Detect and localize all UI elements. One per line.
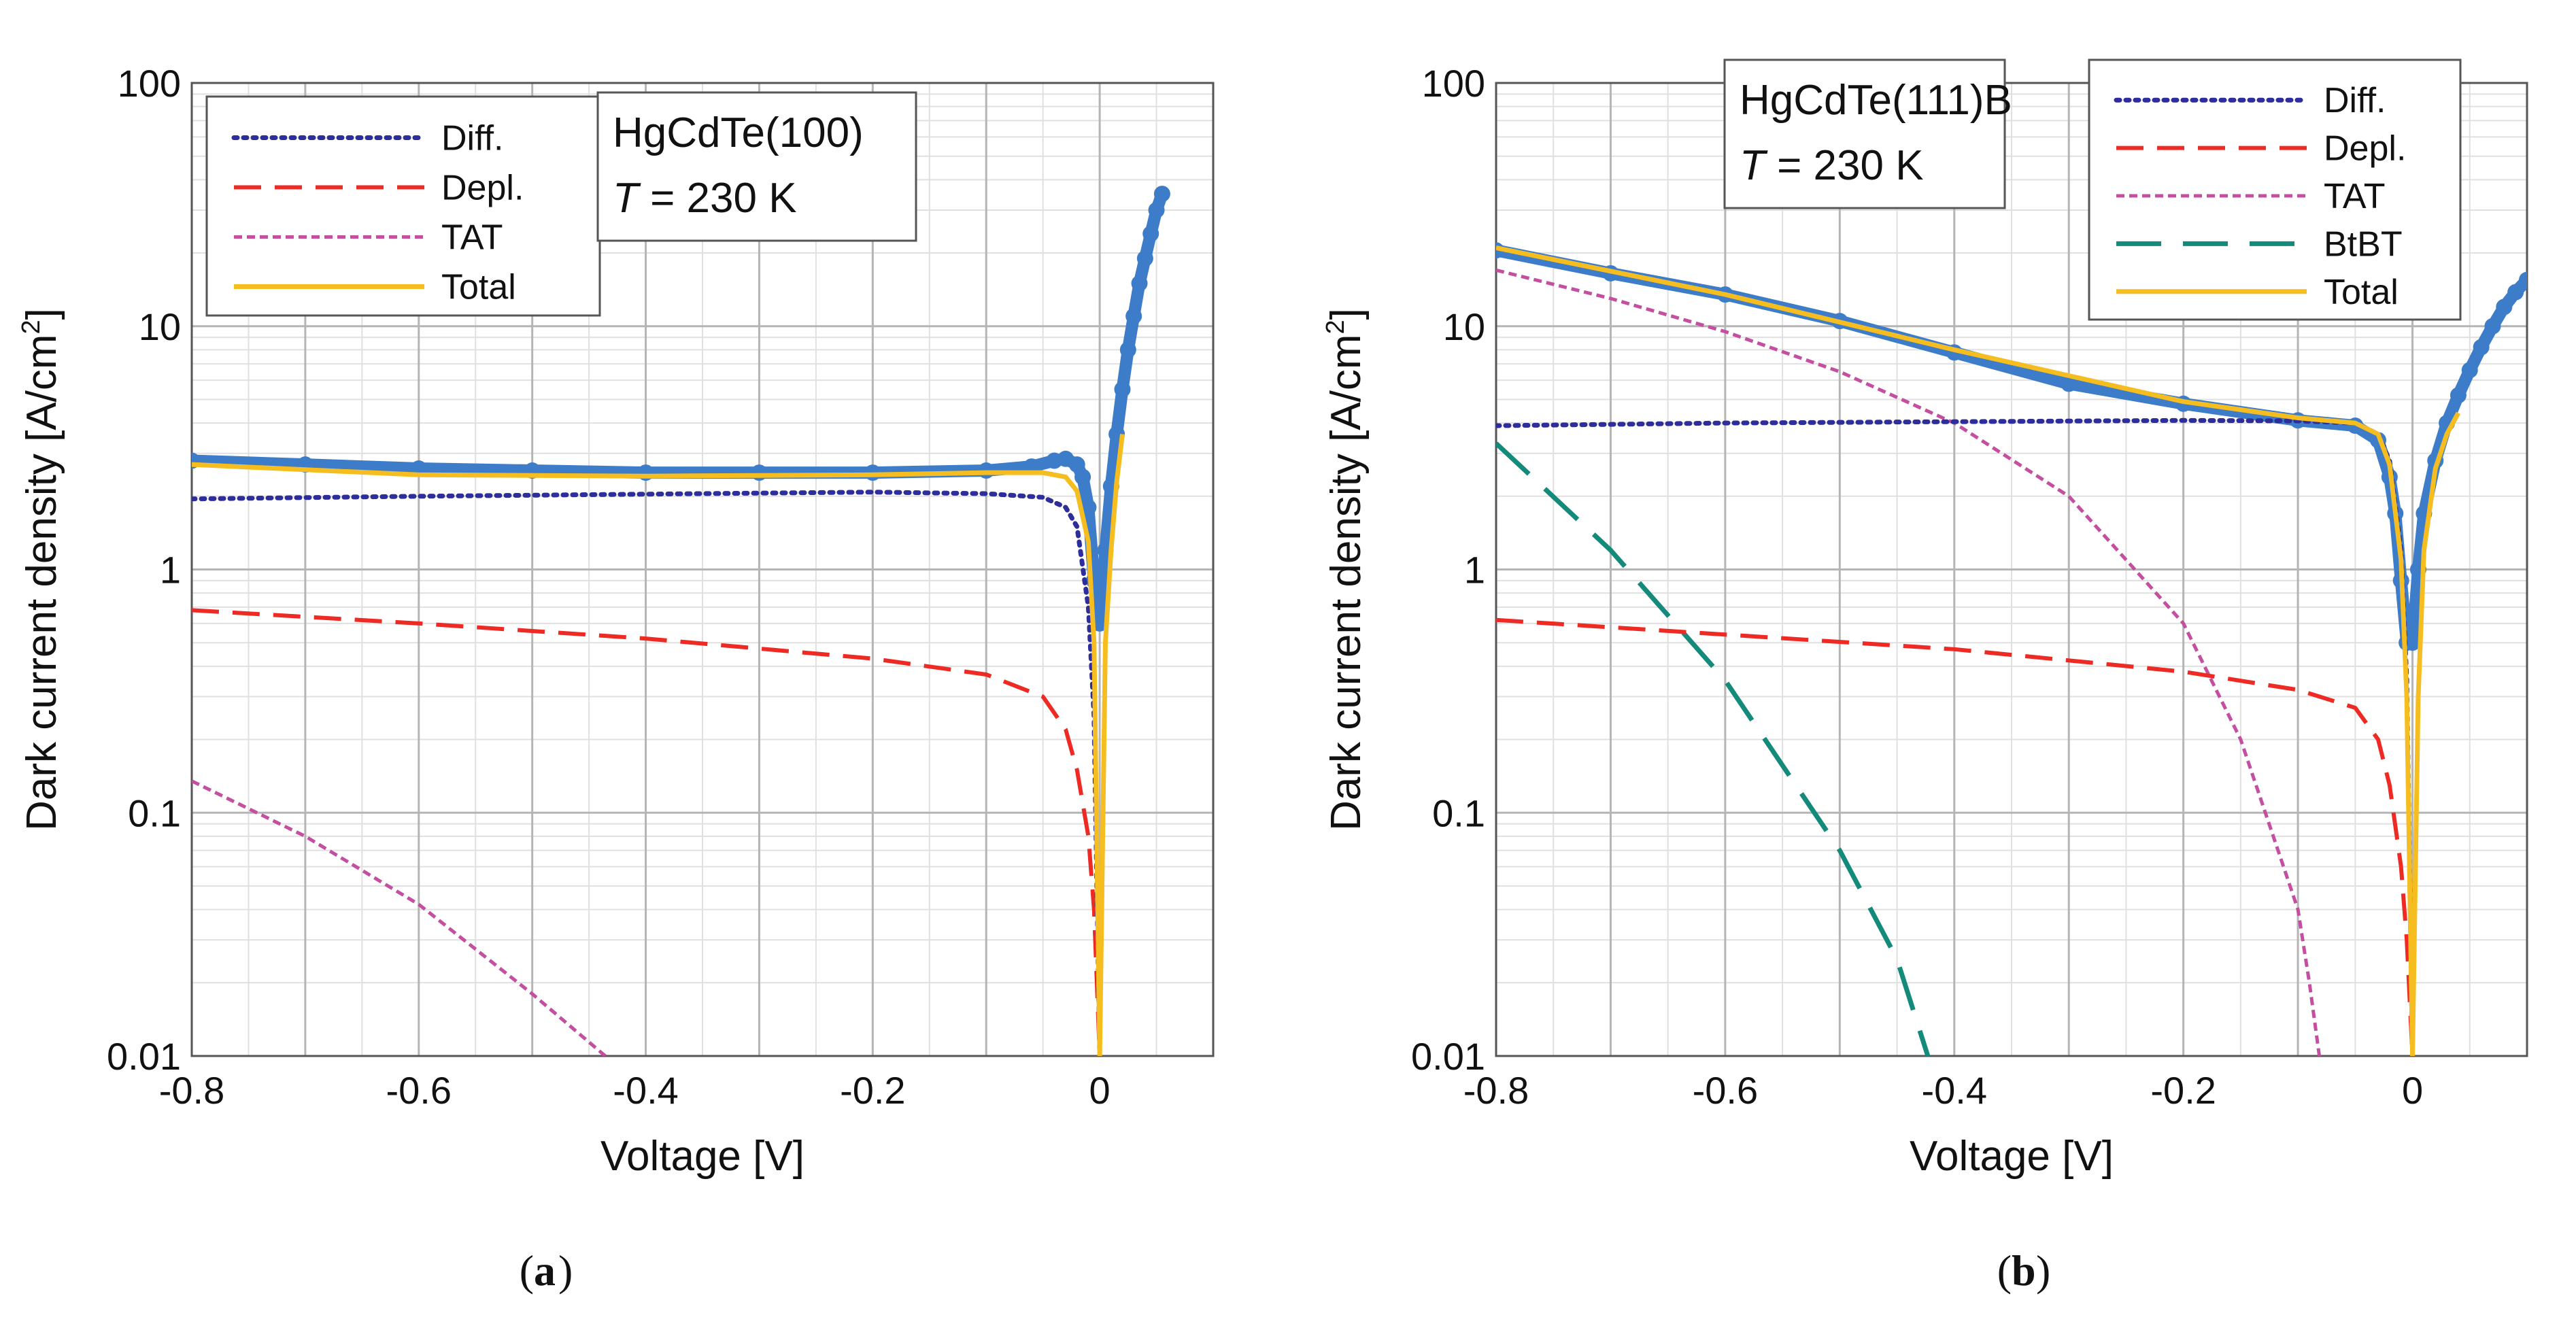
measured-point <box>1148 202 1165 219</box>
series-line-diff <box>192 490 1102 1056</box>
measured-point <box>1142 225 1159 242</box>
panel-caption: b <box>2012 1246 2036 1295</box>
legend: Diff. Depl. TAT Total <box>205 95 601 317</box>
y-tick-label: 10 <box>1443 305 1485 348</box>
y-tick-label: 100 <box>118 62 181 105</box>
y-axis-label-superscript: 2 <box>1321 320 1350 334</box>
x-tick-label: -0.6 <box>1693 1069 1759 1112</box>
measured-point <box>1136 250 1153 267</box>
measured-point <box>2507 284 2524 301</box>
temperature-label: T = 230 K <box>613 175 797 222</box>
material-label: HgCdTe(100) <box>613 109 864 156</box>
measured-point <box>1125 307 1142 324</box>
series-line-btbt <box>1496 441 1931 1056</box>
caption-open: ( <box>520 1246 534 1295</box>
panel-caption: a <box>534 1246 556 1295</box>
y-axis-label-main: Dark current density [A/cm <box>18 334 65 830</box>
caption-open: ( <box>1997 1246 2012 1295</box>
legend-box <box>2088 58 2462 321</box>
chart-panel-b: -0.8 -0.6 -0.4 -0.2 0 0.01 0.1 1 10 100 Voltage [V… <box>1321 58 2528 1295</box>
x-tick-label: 0 <box>2402 1069 2423 1112</box>
y-tick-label: 1 <box>160 549 181 592</box>
legend-label: Total <box>441 268 516 307</box>
chart-panel-a: -0.8 -0.6 -0.4 -0.2 0 0.01 0.1 1 10 100 Voltage [V… <box>17 62 1215 1295</box>
temperature-value: = 230 K <box>639 175 797 222</box>
measured-point <box>1153 186 1170 203</box>
measured-point <box>1080 499 1097 516</box>
plot-area <box>192 186 1170 1056</box>
measured-point <box>2519 271 2527 288</box>
x-tick-label: -0.4 <box>1922 1069 1988 1112</box>
legend-label: BtBT <box>2324 224 2403 264</box>
plot-frame <box>1495 82 2528 1057</box>
y-tick-label: 10 <box>139 305 181 348</box>
measured-point <box>2450 387 2467 404</box>
x-axis-label: Voltage [V] <box>600 1133 804 1180</box>
measured-point <box>1131 275 1148 292</box>
measured-point <box>2484 318 2501 335</box>
y-axis-label-end: ] <box>1323 308 1370 320</box>
y-tick-label: 0.01 <box>1411 1035 1485 1078</box>
y-axis-label: Dark current density [A/cm2] <box>1321 308 1370 831</box>
info-box-frame <box>1723 58 2006 209</box>
material-label: HgCdTe(111)B <box>1740 77 2012 124</box>
info-box: HgCdTe(111)B T = 230 K <box>1723 58 2012 209</box>
series-line-depl <box>192 608 1102 1056</box>
y-axis-label-main: Dark current density [A/cm <box>1323 334 1370 830</box>
x-tick-label: -0.8 <box>1463 1069 1529 1112</box>
measured-point <box>2461 362 2478 379</box>
legend-label: TAT <box>2324 177 2386 216</box>
series-line-tat <box>1496 268 2322 1056</box>
x-tick-label: -0.2 <box>840 1069 906 1112</box>
plot-frame <box>190 82 1215 1057</box>
measured-point <box>2473 339 2490 356</box>
measured-point <box>751 464 768 481</box>
legend: Diff. Depl. TAT BtBT Total <box>2088 58 2462 321</box>
measured-point <box>1114 381 1131 398</box>
y-tick-label: 0.01 <box>107 1035 181 1078</box>
caption-close: ) <box>2036 1246 2050 1295</box>
legend-label: Diff. <box>2324 81 2386 120</box>
measured-point <box>1068 456 1085 473</box>
y-tick-label: 100 <box>1422 62 1485 105</box>
y-axis-label-superscript: 2 <box>17 320 46 334</box>
legend-label: Diff. <box>441 119 504 158</box>
y-axis-label-end: ] <box>18 308 65 320</box>
series-line-depl <box>1496 617 2415 1056</box>
x-tick-label: -0.6 <box>386 1069 452 1112</box>
legend-label: Total <box>2324 273 2399 312</box>
legend-box <box>205 95 601 317</box>
x-tick-label: 0 <box>1089 1069 1111 1112</box>
measured-point <box>1119 341 1136 358</box>
y-axis-label: Dark current density [A/cm2] <box>17 308 65 831</box>
x-tick-label: -0.2 <box>2150 1069 2216 1112</box>
x-tick-label: -0.4 <box>613 1069 679 1112</box>
legend-label: Depl. <box>441 169 524 208</box>
legend-label: Depl. <box>2324 129 2406 169</box>
measured-point <box>2496 299 2513 316</box>
series-line-total <box>192 434 1125 1056</box>
caption-close: ) <box>558 1246 573 1295</box>
plot-area <box>1496 242 2527 1056</box>
y-tick-label: 1 <box>1464 549 1485 592</box>
y-tick-label: 0.1 <box>128 791 181 834</box>
info-box-frame <box>596 91 917 242</box>
measured-point <box>2404 634 2421 651</box>
y-tick-label: 0.1 <box>1432 791 1485 834</box>
temperature-symbol: T <box>1740 142 1768 189</box>
series-line-total <box>1496 245 2461 1056</box>
temperature-label: T = 230 K <box>1740 142 1924 189</box>
x-tick-label: -0.8 <box>159 1069 225 1112</box>
measured-point <box>1091 615 1108 632</box>
legend-label: TAT <box>441 218 503 258</box>
temperature-value: = 230 K <box>1765 142 1924 189</box>
measured-point <box>1074 468 1091 485</box>
series-line-tat <box>192 779 608 1056</box>
temperature-symbol: T <box>613 175 641 222</box>
measured-point <box>2061 375 2078 392</box>
x-axis-label: Voltage [V] <box>1910 1133 2114 1180</box>
info-box: HgCdTe(100) T = 230 K <box>596 91 917 242</box>
